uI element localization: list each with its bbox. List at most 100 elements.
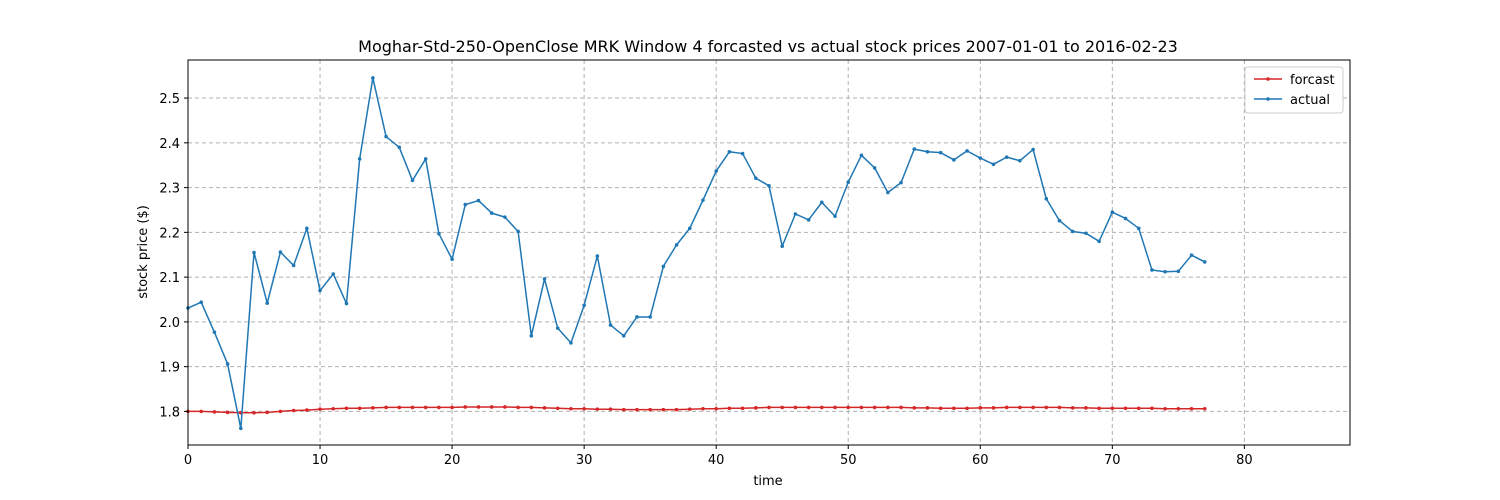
x-tick-label: 60 (972, 453, 989, 468)
data-point-forcast (225, 410, 230, 415)
data-point-actual (608, 323, 613, 327)
data-point-forcast (687, 407, 692, 411)
data-point-actual (859, 153, 864, 158)
x-axis: 0 10 20 30 40 50 60 70 80 (184, 445, 1253, 468)
data-point-forcast (410, 405, 415, 410)
data-point-actual (635, 315, 639, 319)
data-point-actual (1150, 268, 1154, 272)
data-point-actual (463, 202, 468, 207)
series-forcast (186, 405, 1207, 415)
data-point-actual (476, 198, 481, 203)
data-point-forcast (648, 407, 652, 412)
data-point-actual (833, 214, 837, 219)
legend-item-actual: actual (1254, 93, 1330, 108)
data-point-forcast (938, 406, 943, 411)
data-point-forcast (925, 406, 930, 410)
data-point-forcast (542, 406, 547, 410)
data-point-forcast (212, 410, 217, 414)
data-point-actual (1057, 218, 1062, 223)
data-point-actual (1163, 269, 1167, 274)
data-point-forcast (476, 405, 481, 409)
data-point-actual (252, 250, 256, 255)
data-point-forcast (305, 408, 309, 412)
legend-marker-actual (1266, 97, 1270, 101)
data-point-actual (1084, 231, 1088, 236)
data-point-forcast (727, 406, 732, 411)
grid (187, 60, 1350, 445)
data-point-forcast (912, 406, 917, 410)
data-point-actual (1004, 155, 1009, 159)
y-axis: 1.8 1.9 2.0 2.1 2.2 2.3 2.4 2.5 (159, 92, 188, 420)
data-point-forcast (820, 405, 824, 410)
x-tick-label: 10 (312, 453, 329, 468)
series-layer (186, 76, 1207, 431)
series-actual (186, 76, 1207, 431)
data-point-actual (357, 157, 362, 161)
data-point-forcast (397, 405, 402, 410)
data-point-actual (753, 176, 758, 180)
data-point-actual (199, 300, 204, 304)
data-point-actual (569, 341, 573, 345)
data-point-forcast (701, 406, 705, 411)
data-point-actual (516, 229, 520, 234)
data-point-forcast (1176, 406, 1181, 411)
data-point-forcast (965, 406, 969, 411)
data-point-actual (714, 169, 718, 173)
data-point-forcast (1031, 405, 1035, 410)
data-point-forcast (555, 406, 560, 411)
data-point-forcast (1057, 405, 1062, 410)
data-point-actual (371, 76, 375, 80)
data-point-forcast (1044, 405, 1049, 410)
data-point-actual (542, 277, 547, 281)
data-point-forcast (371, 406, 375, 410)
data-point-actual (437, 231, 441, 236)
x-tick-label: 70 (1104, 453, 1121, 468)
data-point-actual (965, 149, 969, 153)
y-tick-label: 1.8 (159, 405, 180, 420)
data-point-forcast (1123, 406, 1128, 411)
data-point-actual (820, 200, 824, 205)
data-point-actual (265, 301, 270, 305)
data-point-forcast (833, 405, 837, 410)
x-axis-label: time (753, 474, 782, 489)
data-point-actual (1097, 239, 1101, 244)
data-point-actual (661, 264, 666, 269)
data-point-actual (384, 134, 388, 139)
data-point-forcast (199, 409, 204, 414)
data-point-actual (991, 162, 996, 167)
x-tick-label: 20 (444, 453, 461, 468)
data-point-forcast (595, 407, 600, 411)
data-point-forcast (991, 406, 996, 410)
x-tick-label: 80 (1236, 453, 1253, 468)
data-point-actual (503, 215, 507, 219)
data-point-actual (1136, 226, 1141, 231)
data-point-forcast (1070, 406, 1075, 410)
data-point-actual (529, 333, 534, 338)
data-point-actual (621, 333, 626, 338)
data-point-actual (344, 301, 349, 306)
data-point-forcast (357, 406, 362, 411)
data-point-actual (912, 147, 917, 151)
data-point-forcast (331, 406, 336, 411)
data-point-forcast (780, 405, 785, 410)
data-point-actual (1070, 229, 1075, 234)
y-tick-label: 2.2 (159, 226, 180, 241)
data-point-actual (1110, 210, 1115, 215)
data-point-forcast (569, 406, 573, 411)
data-point-forcast (503, 405, 507, 409)
data-point-actual (1176, 269, 1181, 274)
data-point-actual (331, 272, 336, 276)
legend-label-forcast: forcast (1290, 73, 1335, 88)
data-point-actual (793, 212, 798, 216)
data-point-actual (899, 180, 903, 185)
y-tick-label: 2.5 (159, 92, 180, 107)
data-point-forcast (978, 406, 983, 410)
data-point-actual (978, 156, 983, 160)
data-point-forcast (278, 409, 283, 414)
data-point-actual (740, 151, 745, 156)
data-point-forcast (635, 407, 639, 412)
chart-title: Moghar-Std-250-OpenClose MRK Window 4 fo… (358, 37, 1178, 56)
legend-item-forcast: forcast (1254, 73, 1335, 88)
data-point-actual (952, 158, 956, 162)
